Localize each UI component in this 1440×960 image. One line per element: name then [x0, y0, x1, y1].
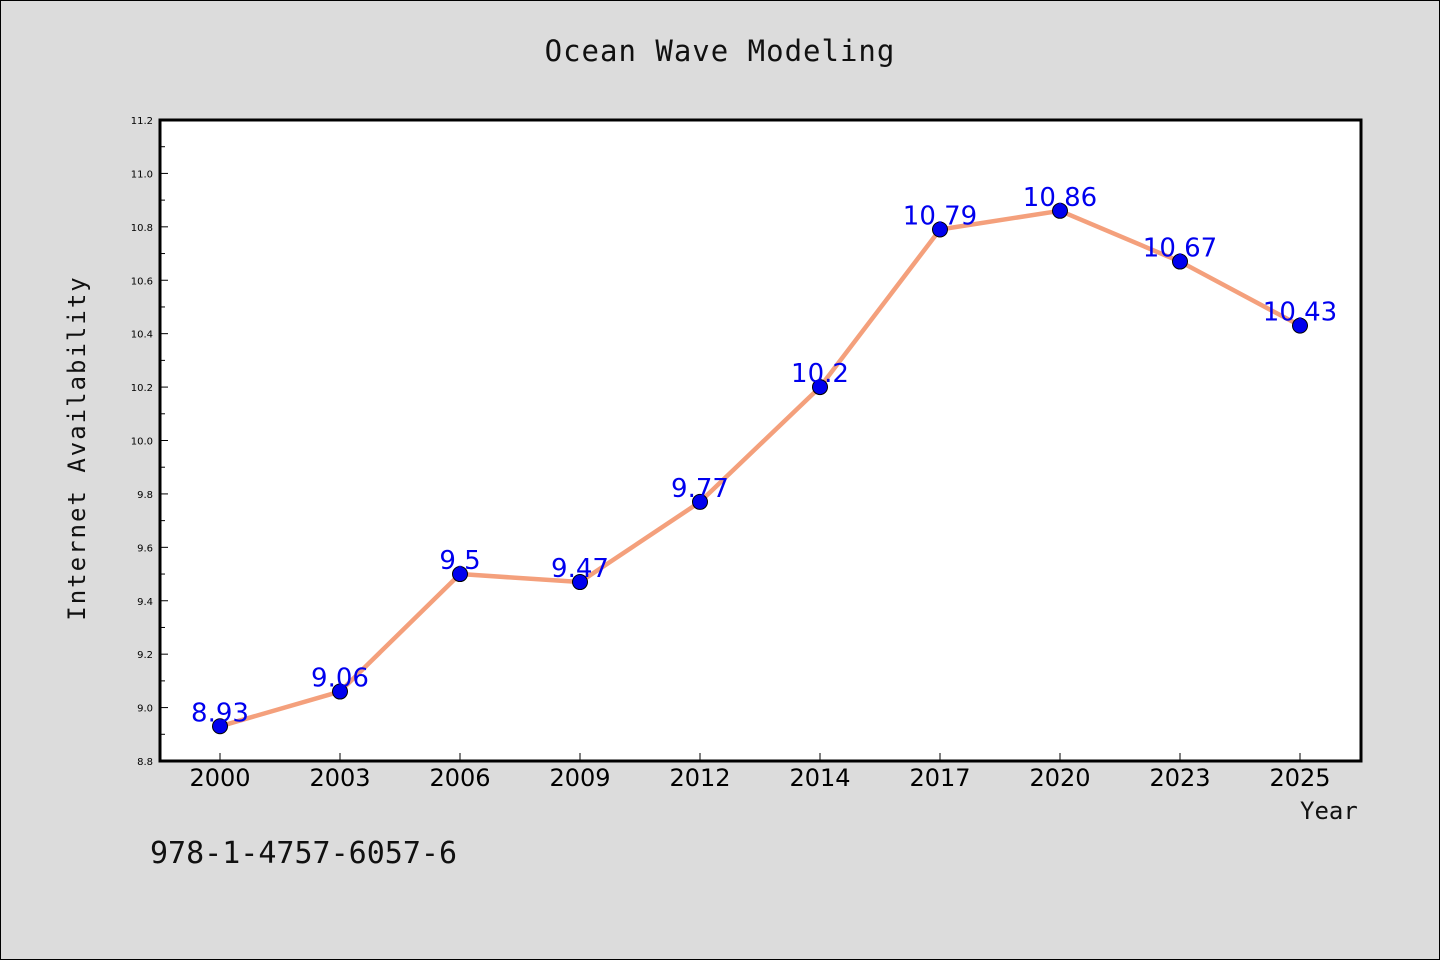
- plot-border: [158, 118, 1363, 763]
- y-tick-label: 8.8: [137, 757, 153, 768]
- y-tick-label: 9.6: [137, 543, 153, 554]
- data-point: [1292, 317, 1308, 334]
- data-labels: 8.93 9.06 9.5 9.47 9.77 10.2 10.79 10.86 10.67 10…: [191, 183, 1337, 728]
- y-tick-label: 11.2: [131, 116, 153, 127]
- data-point: [572, 574, 588, 591]
- data-point: [452, 566, 468, 583]
- x-tick-label: 2014: [789, 764, 850, 792]
- y-tick-label: 10.0: [131, 437, 153, 448]
- x-tick-label: 2000: [189, 764, 250, 792]
- y-tick-label: 9.2: [137, 650, 153, 661]
- x-axis-label: Year: [1300, 797, 1358, 825]
- y-tick-label: 10.2: [131, 383, 153, 394]
- x-tick-label: 2009: [549, 764, 610, 792]
- x-axis-ticks: 2000 2003 2006 2009 2012 2014 2017 2020 2023 2025: [189, 753, 1331, 792]
- data-point: [812, 379, 828, 396]
- y-tick-label: 10.4: [131, 330, 153, 341]
- y-tick-label: 10.6: [131, 276, 153, 287]
- data-label: 9.5: [439, 546, 480, 576]
- isbn-text: 978-1-4757-6057-6: [150, 836, 458, 871]
- x-tick-label: 2006: [429, 764, 490, 792]
- y-tick-label: 9.4: [137, 597, 153, 608]
- x-tick-label: 2023: [1149, 764, 1210, 792]
- series-line: [219, 208, 1302, 729]
- data-label: 10.79: [903, 202, 977, 232]
- x-tick-label: 2017: [909, 764, 970, 792]
- data-label: 9.77: [671, 474, 729, 504]
- data-point: [692, 493, 708, 510]
- data-point: [1052, 202, 1068, 219]
- data-point: [932, 221, 948, 238]
- data-markers: [212, 202, 1308, 735]
- data-label: 10.2: [791, 359, 849, 389]
- data-point: [212, 718, 228, 735]
- y-tick-label: 10.8: [131, 223, 153, 234]
- x-tick-label: 2003: [309, 764, 370, 792]
- x-tick-label: 2012: [669, 764, 730, 792]
- data-label: 9.06: [311, 664, 369, 694]
- y-axis-ticks: 8.8 9.0 9.2 9.4 9.6 9.8 10.0 10.2 10.4 10.6 10.8 11…: [131, 116, 168, 768]
- y-tick-label: 9.0: [137, 704, 153, 715]
- x-tick-label: 2020: [1029, 764, 1090, 792]
- y-tick-label: 11.0: [131, 169, 153, 180]
- y-tick-label: 9.8: [137, 490, 153, 501]
- data-label: 9.47: [551, 554, 609, 584]
- data-label: 10.86: [1023, 183, 1097, 213]
- data-point: [332, 683, 348, 700]
- x-tick-label: 2025: [1269, 764, 1330, 792]
- plot-area: [160, 120, 1361, 761]
- data-label: 10.67: [1143, 234, 1217, 264]
- data-point: [1172, 253, 1188, 270]
- data-label: 10.43: [1263, 298, 1337, 328]
- data-label: 8.93: [191, 698, 249, 728]
- chart-title: Ocean Wave Modeling: [544, 34, 896, 68]
